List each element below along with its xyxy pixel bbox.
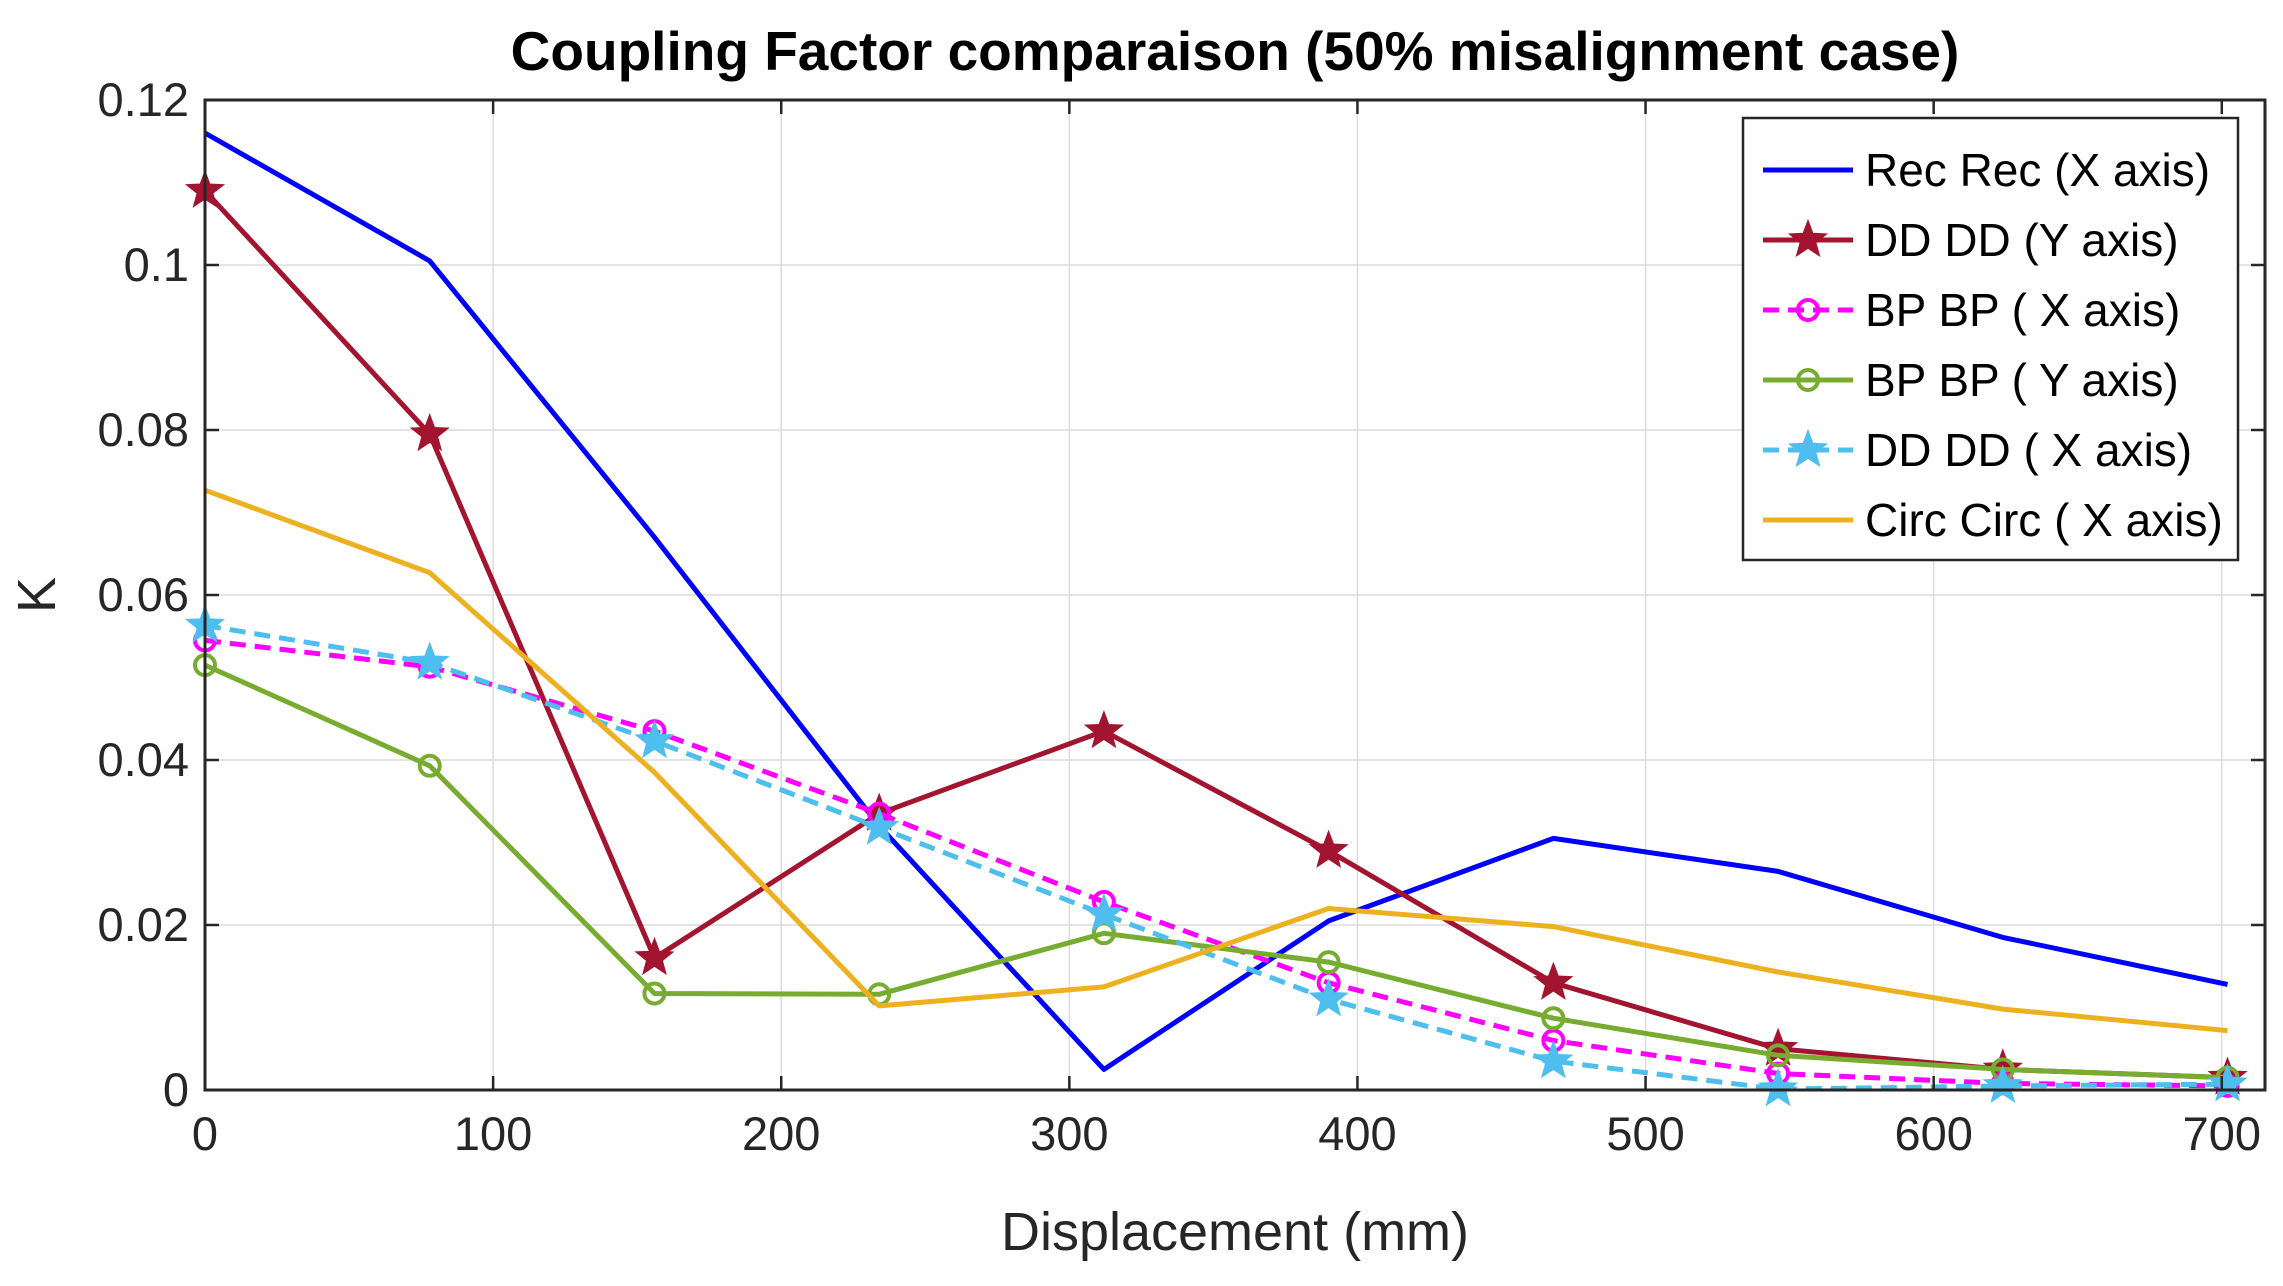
data-point (1308, 978, 1349, 1017)
y-tick-label: 0.02 (98, 898, 189, 951)
x-tick-label: 0 (192, 1107, 218, 1160)
x-tick-label: 700 (2183, 1107, 2261, 1160)
series-line (203, 130, 2229, 1072)
data-point (1541, 1006, 1566, 1031)
series-layer (184, 130, 2248, 1107)
legend-label: DD DD (Y axis) (1865, 214, 2179, 266)
data-point (1533, 1039, 1574, 1079)
series-line (203, 189, 2228, 1081)
data-point (1083, 709, 1125, 749)
legend-item: Rec Rec (X axis) (1763, 144, 2210, 196)
legend-label: Circ Circ ( X axis) (1865, 494, 2223, 546)
data-point (1757, 1068, 1799, 1107)
x-tick-label: 600 (1894, 1107, 1972, 1160)
y-tick-label: 0 (163, 1063, 189, 1116)
y-tick-label: 0.06 (98, 568, 189, 621)
x-axis-label: Displacement (mm) (1001, 1202, 1469, 1262)
x-tick-label: 400 (1318, 1107, 1396, 1160)
y-tick-label: 0.12 (98, 73, 189, 126)
legend-label: BP BP ( Y axis) (1865, 354, 2179, 406)
data-point (409, 641, 450, 680)
x-tick-label: 300 (1030, 1107, 1108, 1160)
x-tick-label: 100 (454, 1107, 532, 1160)
legend-label: BP BP ( X axis) (1865, 284, 2180, 336)
data-point (417, 753, 442, 778)
legend-label: DD DD ( X axis) (1865, 424, 2192, 476)
data-point (634, 719, 675, 759)
series-6 (204, 487, 2228, 1034)
legend-marker (1796, 368, 1820, 392)
x-tick-label: 200 (742, 1107, 820, 1160)
series-1 (203, 130, 2229, 1072)
legend-item: BP BP ( X axis) (1763, 284, 2180, 336)
data-point (1766, 1043, 1791, 1068)
legend-item: DD DD ( X axis) (1763, 424, 2192, 476)
data-point (642, 981, 667, 1006)
legend-item: Circ Circ ( X axis) (1763, 494, 2223, 546)
legend-marker (1787, 218, 1829, 258)
legend-marker (1796, 298, 1820, 322)
legend: Rec Rec (X axis) DD DD (Y axis) BP BP ( X … (1741, 116, 2240, 562)
x-tick-label: 500 (1606, 1107, 1684, 1160)
data-point (859, 806, 900, 845)
series-line (204, 623, 2228, 1092)
data-point (1083, 893, 1125, 932)
data-point (634, 936, 675, 976)
series-5 (184, 604, 2248, 1107)
data-point (1316, 950, 1341, 975)
series-line (204, 487, 2228, 1034)
y-tick-label: 0.1 (124, 238, 189, 291)
y-tick-label: 0.08 (98, 403, 189, 456)
legend-marker (1787, 428, 1829, 468)
axis-ticks: 0 100 200 300 400 500 600 700 0 0.02 0.04 0.06 0.08 0… (98, 73, 2265, 1160)
data-point (2207, 1063, 2248, 1102)
data-point (1308, 829, 1349, 868)
legend-label: Rec Rec (X axis) (1865, 144, 2210, 196)
data-point (1533, 961, 1574, 1000)
legend-item: DD DD (Y axis) (1763, 214, 2179, 266)
data-point (409, 412, 450, 452)
y-axis-label: K (7, 577, 67, 613)
legend-box (1741, 116, 2240, 562)
data-point (1982, 1064, 2023, 1103)
legend-item: BP BP ( Y axis) (1763, 354, 2179, 406)
data-point (1091, 921, 1116, 946)
chart-title: Coupling Factor comparaison (50% misalig… (511, 20, 1960, 82)
series-line (204, 637, 2228, 1089)
y-tick-label: 0.04 (98, 733, 189, 786)
